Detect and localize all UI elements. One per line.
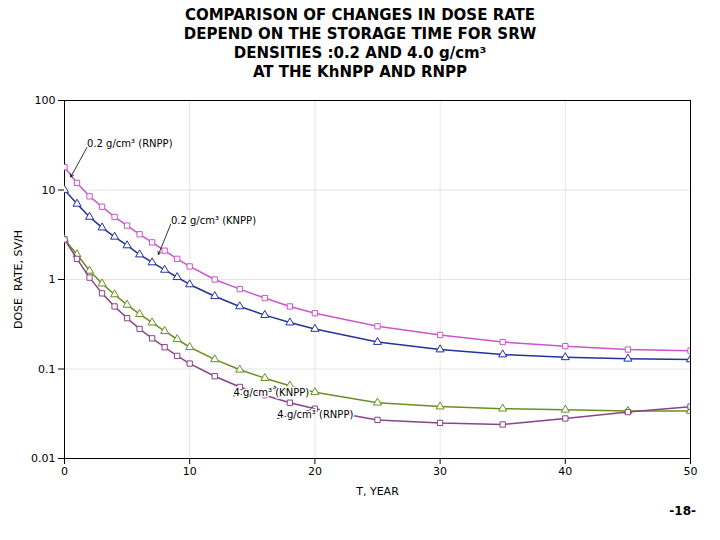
svg-text:DOSE RATE, SV/H: DOSE RATE, SV/H	[12, 230, 25, 329]
svg-text:T, YEAR: T, YEAR	[355, 485, 399, 498]
svg-text:10: 10	[42, 184, 56, 197]
svg-text:0.01: 0.01	[31, 452, 56, 465]
svg-text:4 g/cm³ (KNPP): 4 g/cm³ (KNPP)	[234, 387, 310, 398]
svg-text:1: 1	[49, 273, 56, 286]
html-text:DENSITIES :0.2 AND 4.0 g/cm³: DENSITIES :0.2 AND 4.0 g/cm³	[233, 44, 487, 62]
svg-text:0.2 g/cm³ (KNPP): 0.2 g/cm³ (KNPP)	[171, 215, 256, 226]
html-text:DEPEND ON THE STORAGE TIME FOR: DEPEND ON THE STORAGE TIME FOR SRW	[183, 25, 537, 43]
svg-text:0.1: 0.1	[38, 363, 56, 376]
svg-text:100: 100	[35, 94, 56, 107]
svg-text:20: 20	[308, 465, 322, 478]
html-text:AT THE KhNPP AND RNPP: AT THE KhNPP AND RNPP	[252, 63, 468, 81]
svg-text:0.2 g/cm³ (RNPP): 0.2 g/cm³ (RNPP)	[87, 138, 173, 149]
html-text:-18-: -18-	[669, 504, 696, 518]
svg-text:40: 40	[558, 465, 572, 478]
svg-text:10: 10	[183, 465, 197, 478]
html-text:COMPARISON OF CHANGES IN DOSE: COMPARISON OF CHANGES IN DOSE RATE	[184, 6, 536, 24]
svg-text:0: 0	[61, 465, 68, 478]
svg-text:4 g/cm³ (RNPP): 4 g/cm³ (RNPP)	[277, 409, 353, 420]
svg-text:50: 50	[684, 465, 698, 478]
svg-text:30: 30	[433, 465, 447, 478]
